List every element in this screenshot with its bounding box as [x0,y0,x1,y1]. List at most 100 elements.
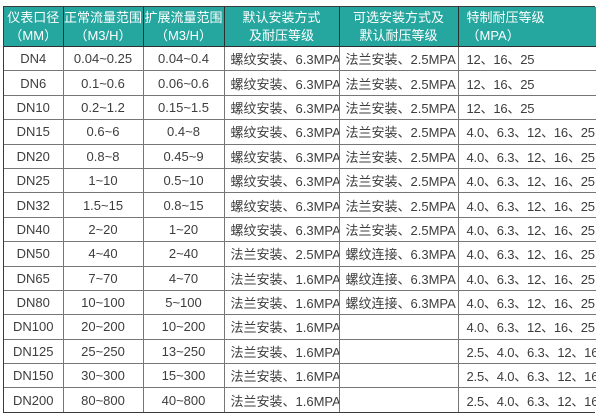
cell-default_install: 法兰安装、1.6MPA [223,363,340,389]
cell-dn: DN10 [4,94,64,121]
table-row: DN4 0.04~0.25 0.04~0.4 螺纹安装、6.3MPA 法兰安装、2.5M… [4,45,596,72]
cell-special_pressure: 4.0、6.3、12、16、25 [457,265,596,291]
table-row: DN6 0.1~0.6 0.06~0.6 螺纹安装、6.3MPA 法兰安装、2.5MPA… [4,70,596,96]
cell-default_install: 螺纹安装、6.3MPA [223,192,340,218]
cell-optional_install: 螺纹连接、6.3MPA [338,289,459,316]
table-row: DN200 80~800 40~800 法兰安装、1.6MPA 2.5、4.0、6.3、… [4,387,596,412]
flow-meter-spec-table: 仪表口径 （MM） 正常流量范围 （M3/H） 扩展流量范围 （M3/H） 默认安装方式 及耐… [4,7,596,412]
table-row: DN100 20~200 10~200 法兰安装、1.6MPA 4.0、6.3、12、1… [4,314,596,340]
table-border-frame: 仪表口径 （MM） 正常流量范围 （M3/H） 扩展流量范围 （M3/H） 默认安装方式 及耐… [3,6,596,413]
header-row: 仪表口径 （MM） 正常流量范围 （M3/H） 扩展流量范围 （M3/H） 默认安装方式 及耐… [4,7,596,47]
table-row: DN50 4~40 2~40 法兰安装、2.5MPA 螺纹连接、6.3MPA 4.0、6.… [4,241,596,267]
cell-dn: DN25 [4,167,64,194]
cell-special_pressure: 4.0、6.3、12、16、25 [457,241,596,267]
cell-optional_install [338,387,459,412]
cell-extended_range: 0.8~15 [142,192,225,218]
cell-special_pressure: 12、16、25 [457,70,596,96]
cell-special_pressure: 4.0、6.3、12、16、25 [457,314,596,340]
cell-special_pressure: 4.0、6.3、12、16、25 [457,192,596,218]
cell-extended_range: 5~100 [142,289,225,316]
cell-optional_install: 法兰安装、2.5MPA [338,216,459,243]
cell-default_install: 螺纹安装、6.3MPA [223,143,340,169]
cell-normal_range: 0.2~1.2 [62,94,144,121]
column-header-diameter-line2: （MM） [9,27,58,43]
cell-dn: DN4 [4,45,64,72]
column-header-extended-range: 扩展流量范围 （M3/H） [142,7,225,47]
column-header-special-pressure: 特制耐压等级 （MPA） [457,7,596,47]
table-row: DN15 0.6~6 0.4~8 螺纹安装、6.3MPA 法兰安装、2.5MPA 4.0、… [4,119,596,145]
cell-default_install: 法兰安装、1.6MPA [223,338,340,365]
cell-normal_range: 0.6~6 [62,119,144,145]
cell-special_pressure: 2.5、4.0、6.3、12、16 [457,387,596,412]
cell-normal_range: 25~250 [62,338,144,365]
table-row: DN10 0.2~1.2 0.15~1.5 螺纹安装、6.3MPA 法兰安装、2.5MP… [4,94,596,121]
cell-special_pressure: 2.5、4.0、6.3、12、16 [457,363,596,389]
cell-dn: DN125 [4,338,64,365]
column-header-diameter: 仪表口径 （MM） [4,7,64,47]
cell-dn: DN150 [4,363,64,389]
cell-special_pressure: 12、16、25 [457,94,596,121]
cell-default_install: 螺纹安装、6.3MPA [223,216,340,243]
cell-extended_range: 1~20 [142,216,225,243]
cell-dn: DN6 [4,70,64,96]
cell-special_pressure: 2.5、4.0、6.3、12、16 [457,338,596,365]
cell-extended_range: 0.5~10 [142,167,225,194]
cell-extended_range: 0.06~0.6 [142,70,225,96]
column-header-optional-install-line2: 默认耐压等级 [359,27,438,43]
cell-normal_range: 10~100 [62,289,144,316]
table-header: 仪表口径 （MM） 正常流量范围 （M3/H） 扩展流量范围 （M3/H） 默认安装方式 及耐… [4,7,596,47]
cell-default_install: 法兰安装、1.6MPA [223,387,340,412]
table-row: DN20 0.8~8 0.45~9 螺纹安装、6.3MPA 法兰安装、2.5MPA 4.0… [4,143,596,169]
cell-normal_range: 0.1~0.6 [62,70,144,96]
column-header-normal-range-line2: （M3/H） [74,27,132,43]
cell-special_pressure: 4.0、6.3、12、16、25 [457,143,596,169]
cell-dn: DN80 [4,289,64,316]
cell-optional_install: 法兰安装、2.5MPA [338,45,459,72]
cell-normal_range: 20~200 [62,314,144,340]
cell-special_pressure: 4.0、6.3、12、16、25 [457,216,596,243]
cell-normal_range: 2~20 [62,216,144,243]
table-row: DN150 30~300 15~300 法兰安装、1.6MPA 2.5、4.0、6.3、… [4,363,596,389]
cell-default_install: 螺纹安装、6.3MPA [223,119,340,145]
column-header-default-install: 默认安装方式 及耐压等级 [223,7,340,47]
cell-extended_range: 4~70 [142,265,225,291]
column-header-extended-range-line2: （M3/H） [154,27,213,43]
cell-dn: DN100 [4,314,64,340]
cell-extended_range: 10~200 [142,314,225,340]
cell-normal_range: 0.04~0.25 [62,45,144,72]
cell-special_pressure: 4.0、6.3、12、16、25 [457,119,596,145]
cell-optional_install: 法兰安装、2.5MPA [338,94,459,121]
cell-dn: DN20 [4,143,64,169]
cell-default_install: 法兰安装、2.5MPA [223,241,340,267]
cell-default_install: 螺纹安装、6.3MPA [223,167,340,194]
cell-extended_range: 0.4~8 [142,119,225,145]
cell-special_pressure: 12、16、25 [457,45,596,72]
cell-optional_install: 法兰安装、2.5MPA [338,143,459,169]
cell-extended_range: 2~40 [142,241,225,267]
column-header-diameter-line1: 仪表口径 [7,9,60,25]
column-header-extended-range-line1: 扩展流量范围 [144,9,223,25]
column-header-optional-install: 可选安装方式及 默认耐压等级 [338,7,459,47]
cell-normal_range: 7~70 [62,265,144,291]
column-header-default-install-line2: 及耐压等级 [248,27,314,43]
column-header-special-pressure-line1: 特制耐压等级 [466,9,545,25]
table-row: DN25 1~10 0.5~10 螺纹安装、6.3MPA 法兰安装、2.5MPA 4.0、… [4,167,596,194]
table-row: DN32 1.5~15 0.8~15 螺纹安装、6.3MPA 法兰安装、2.5MPA 4.… [4,192,596,218]
cell-normal_range: 1~10 [62,167,144,194]
cell-extended_range: 13~250 [142,338,225,365]
cell-extended_range: 15~300 [142,363,225,389]
cell-optional_install: 法兰安装、2.5MPA [338,192,459,218]
column-header-default-install-line1: 默认安装方式 [242,9,321,25]
cell-dn: DN50 [4,241,64,267]
cell-dn: DN200 [4,387,64,412]
cell-optional_install: 螺纹连接、6.3MPA [338,265,459,291]
cell-normal_range: 80~800 [62,387,144,412]
cell-normal_range: 30~300 [62,363,144,389]
cell-extended_range: 0.45~9 [142,143,225,169]
column-header-special-pressure-line2: （MPA） [466,27,520,43]
cell-normal_range: 4~40 [62,241,144,267]
table-row: DN65 7~70 4~70 法兰安装、1.6MPA 螺纹连接、6.3MPA 4.0、6.… [4,265,596,291]
cell-extended_range: 40~800 [142,387,225,412]
cell-normal_range: 1.5~15 [62,192,144,218]
